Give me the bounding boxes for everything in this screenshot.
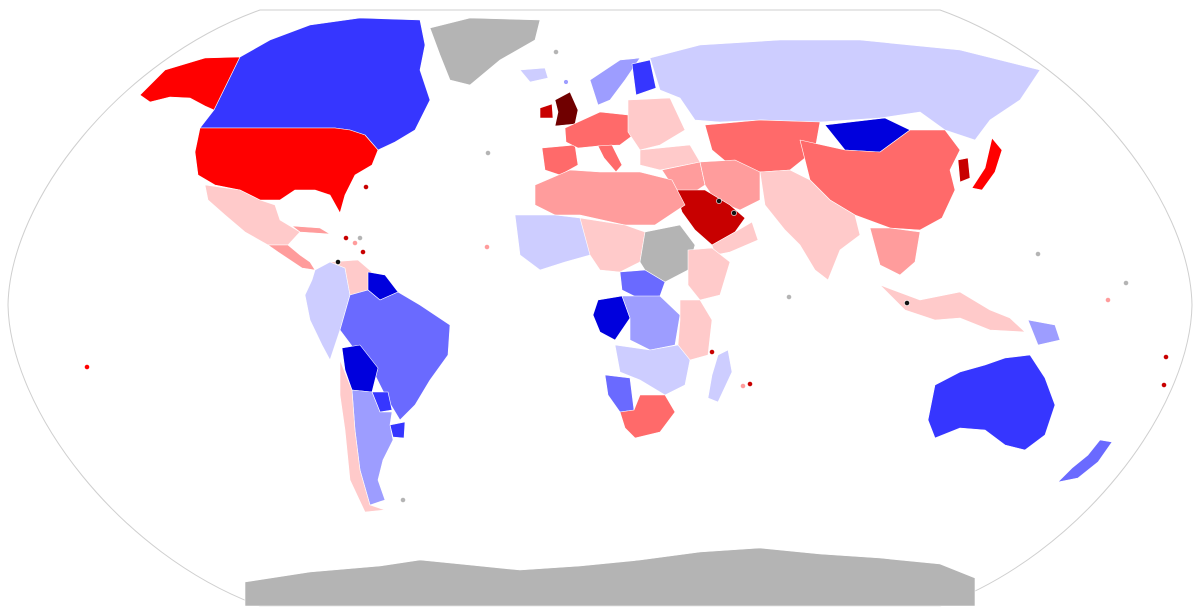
region-cuba <box>291 225 331 235</box>
region-new-zealand <box>1057 439 1113 483</box>
territory-pacific-4 <box>1163 354 1169 360</box>
territory-bermuda <box>363 184 369 190</box>
region-maritime-southeast-asia <box>879 284 1026 333</box>
territory-singapore <box>904 300 910 306</box>
territory-azores <box>485 150 491 156</box>
territory-gulf-bahrain <box>716 198 722 204</box>
territory-svalbard <box>553 49 559 55</box>
region-japan <box>971 137 1003 191</box>
region-alaska <box>139 56 241 111</box>
territory-faroe <box>563 79 569 85</box>
territory-caribbean-2 <box>352 240 358 246</box>
region-eastern-europe <box>627 97 686 151</box>
region-finland <box>631 59 657 96</box>
territory-pacific-3 <box>1123 280 1129 286</box>
region-southern-africa <box>614 344 691 396</box>
territory-caribbean-4 <box>360 249 366 255</box>
territory-polynesia <box>1161 382 1167 388</box>
region-west-central-africa <box>579 217 646 273</box>
region-south-africa <box>619 394 676 439</box>
territory-pacific-2 <box>1105 297 1111 303</box>
territory-caribbean-3 <box>335 259 341 265</box>
territory-caribbean-1 <box>343 235 349 241</box>
region-sudan <box>639 224 696 283</box>
region-new-guinea <box>1027 319 1061 346</box>
region-southeast-asia <box>869 227 921 276</box>
region-horn-of-africa <box>687 247 731 301</box>
region-madagascar <box>707 349 733 403</box>
territory-pacific-1 <box>1035 251 1041 257</box>
region-chile <box>339 359 386 513</box>
region-ireland <box>539 103 554 119</box>
region-uruguay <box>389 421 406 439</box>
territory-gulf-qatar <box>731 210 737 216</box>
territory-seychelles <box>747 381 753 387</box>
territory-mauritius <box>740 383 746 389</box>
territory-atlantic-south <box>400 497 406 503</box>
region-north-africa <box>534 169 686 226</box>
territory-cape-verde <box>484 244 490 250</box>
region-iberia <box>541 144 579 176</box>
region-greenland <box>429 17 541 86</box>
region-korea <box>957 157 971 183</box>
region-iceland <box>519 67 549 83</box>
region-south-asia <box>759 169 861 281</box>
region-antarctica <box>244 547 976 607</box>
region-scandinavia <box>589 57 641 106</box>
region-mexico <box>204 184 301 246</box>
region-russia <box>649 39 1041 141</box>
territory-hawaii <box>84 364 90 370</box>
region-italy <box>597 144 623 173</box>
territory-caribbean-5 <box>357 235 363 241</box>
region-usa <box>194 127 379 214</box>
region-east-africa <box>677 299 713 361</box>
region-australia <box>927 354 1056 451</box>
region-western-europe <box>564 111 641 149</box>
territory-comoros <box>709 349 715 355</box>
territory-maldives <box>786 294 792 300</box>
